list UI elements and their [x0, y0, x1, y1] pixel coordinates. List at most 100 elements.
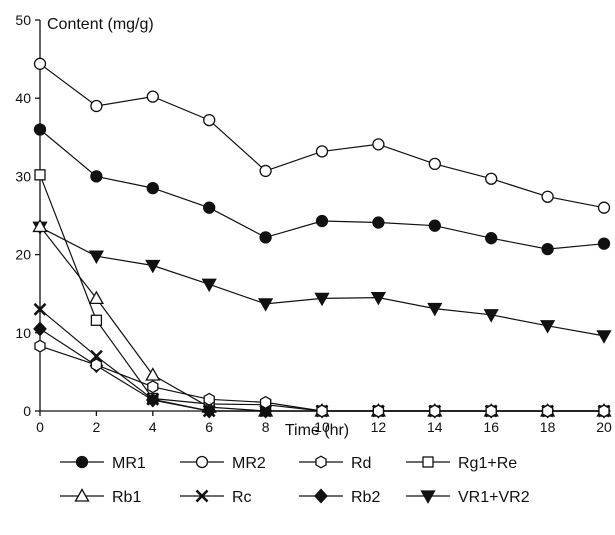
x-axis-title: Time (hr): [285, 422, 349, 439]
marker-cross: [89, 349, 103, 363]
marker-open-hexagon: [316, 404, 328, 418]
marker-filled-circle: [146, 181, 159, 195]
marker-open-hexagon: [485, 404, 497, 418]
series-layer: [32, 57, 612, 419]
series-mr2: [33, 57, 611, 214]
legend-label: Rd: [351, 455, 371, 472]
legend-label: Rg1+Re: [458, 455, 517, 472]
x-tick-label: 18: [540, 419, 556, 435]
marker-open-hexagon: [34, 339, 46, 353]
marker-open-circle: [33, 57, 47, 70]
marker-open-hexagon: [372, 404, 385, 418]
marker-open-triangle: [145, 367, 161, 381]
marker-open-circle: [90, 99, 103, 113]
x-tick-label: 6: [205, 419, 213, 435]
legend-label: Rc: [232, 489, 252, 506]
legend-label: MR2: [232, 455, 266, 472]
series-mr1: [33, 123, 611, 256]
marker-filled-triangle-down: [596, 330, 612, 344]
y-axis-title: Content (mg/g): [47, 16, 154, 33]
marker-open-triangle: [32, 218, 48, 233]
marker-filled-diamond: [258, 403, 273, 419]
legend-label: Rb1: [112, 489, 141, 506]
legend-item-rb2: Rb2: [299, 488, 380, 506]
marker-filled-triangle-down: [201, 278, 217, 293]
legend-item-rb1: Rb1: [60, 488, 141, 506]
marker-filled-triangle-down: [539, 320, 556, 334]
x-tick-label: 12: [371, 419, 387, 435]
marker-open-square: [422, 456, 434, 468]
x-tick-label: 10: [314, 419, 330, 435]
marker-filled-triangle-down: [427, 302, 443, 317]
marker-open-hexagon: [541, 404, 554, 418]
marker-filled-circle: [75, 455, 89, 469]
marker-filled-diamond: [145, 392, 160, 408]
marker-open-square: [90, 314, 103, 326]
marker-open-circle: [541, 190, 554, 203]
marker-cross: [33, 302, 47, 316]
marker-open-hexagon: [598, 404, 610, 418]
marker-cross: [195, 489, 209, 503]
marker-open-circle: [597, 201, 611, 214]
legend-item-mr2: MR2: [180, 455, 266, 472]
x-tick-label: 20: [596, 419, 612, 435]
marker-filled-circle: [485, 232, 498, 245]
legend-item-vr1-vr2: VR1+VR2: [406, 489, 530, 506]
series-line-mr2: [39, 63, 605, 209]
legend-label: MR1: [112, 455, 146, 472]
marker-open-circle: [428, 157, 441, 171]
marker-open-circle: [259, 164, 272, 178]
marker-filled-triangle-down: [483, 309, 499, 323]
x-tick-label: 14: [427, 419, 443, 435]
y-tick-label: 20: [15, 247, 31, 263]
legend-item-rd: Rd: [299, 455, 371, 472]
marker-open-circle: [372, 138, 385, 151]
marker-open-hexagon: [259, 395, 272, 409]
marker-open-hexagon: [90, 358, 103, 372]
y-tick-label: 40: [15, 90, 31, 106]
marker-open-hexagon: [315, 455, 327, 469]
legend-item-mr1: MR1: [60, 455, 146, 472]
legend-item-rg1-re: Rg1+Re: [406, 455, 517, 472]
legend-label: VR1+VR2: [458, 489, 530, 506]
marker-open-hexagon: [203, 392, 215, 406]
x-tick-label: 4: [149, 419, 157, 435]
marker-filled-circle: [597, 237, 611, 250]
x-tick-label: 16: [483, 419, 499, 435]
legend-label: Rb2: [351, 489, 380, 506]
legend-item-rc: Rc: [180, 489, 252, 506]
marker-filled-circle: [428, 219, 441, 232]
marker-open-hexagon: [429, 404, 441, 418]
series-rd: [34, 339, 610, 418]
series-line-rb2: [39, 328, 604, 412]
y-tick-label: 10: [15, 325, 31, 341]
y-tick-label: 30: [15, 168, 31, 184]
marker-filled-triangle-down: [88, 250, 105, 264]
marker-filled-diamond: [33, 321, 47, 337]
marker-filled-circle: [203, 201, 216, 214]
marker-open-circle: [195, 455, 209, 469]
marker-filled-circle: [541, 242, 554, 256]
marker-filled-triangle-down: [420, 490, 436, 504]
marker-filled-circle: [315, 214, 329, 228]
marker-open-circle: [203, 113, 216, 127]
marker-filled-circle: [372, 216, 385, 229]
y-tick-label: 50: [15, 12, 31, 28]
x-tick-label: 0: [36, 419, 44, 435]
marker-filled-circle: [259, 231, 272, 244]
x-tick-label: 8: [262, 419, 270, 435]
marker-open-circle: [315, 145, 329, 158]
marker-filled-triangle-down: [370, 291, 387, 306]
marker-open-triangle: [88, 290, 105, 305]
marker-filled-diamond: [314, 488, 328, 504]
marker-open-hexagon: [147, 380, 159, 394]
series-vr1-vr2: [32, 221, 612, 344]
series-rb1: [32, 218, 612, 417]
marker-filled-circle: [90, 170, 103, 183]
marker-open-square: [34, 169, 46, 181]
marker-filled-triangle-down: [314, 292, 330, 307]
y-tick-label: 0: [23, 403, 31, 419]
x-tick-label: 2: [93, 419, 101, 435]
axes: 0 10 20 30 40 50 0 2 4 6 8 10 12 14 16 18 20: [15, 12, 612, 435]
